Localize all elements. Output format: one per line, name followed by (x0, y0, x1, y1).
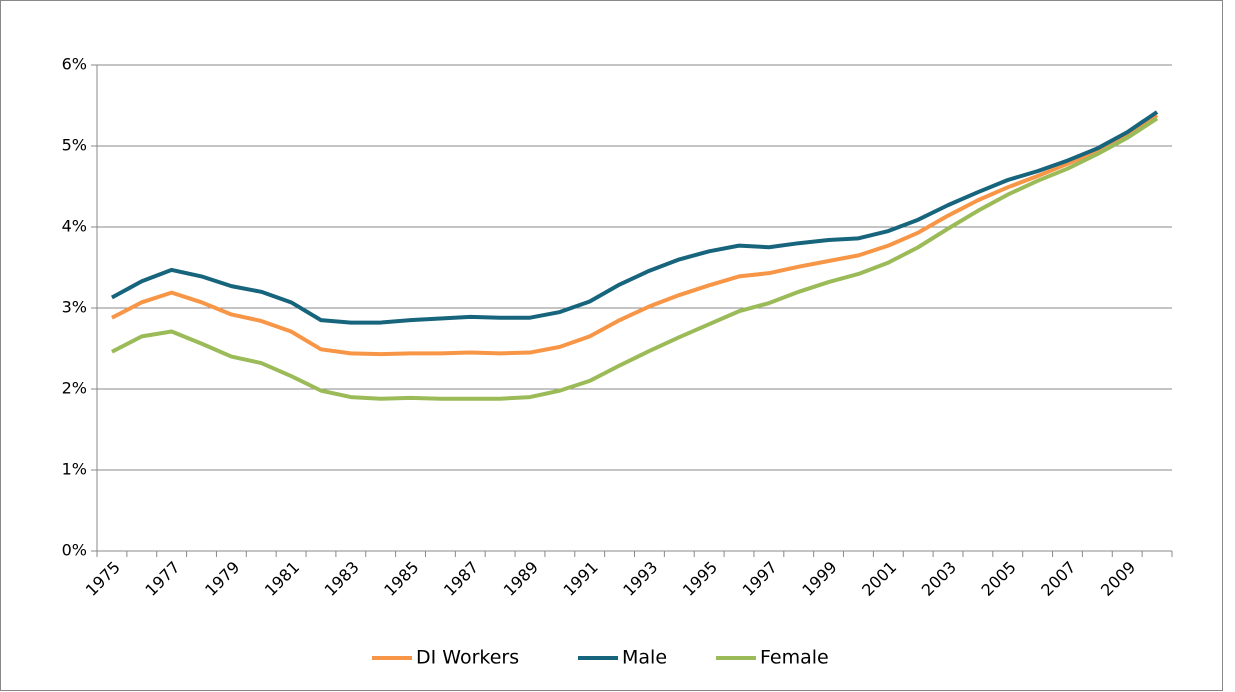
series-line (111, 116, 1159, 401)
legend-label: Male (622, 647, 667, 669)
y-tick-label: 1% (62, 460, 87, 479)
y-tick-label: 2% (62, 379, 87, 398)
y-tick-label: 4% (62, 217, 87, 236)
legend-label: DI Workers (416, 647, 519, 669)
legend: DI Workers Male Female (372, 647, 829, 669)
y-tick-label: 5% (62, 136, 87, 155)
y-tick-label: 3% (62, 298, 87, 317)
series-line (111, 113, 1159, 357)
series-line (110, 110, 1159, 325)
y-tick-label: 0% (62, 541, 87, 560)
legend-label: Female (760, 647, 829, 669)
y-tick-label: 6% (62, 55, 87, 74)
